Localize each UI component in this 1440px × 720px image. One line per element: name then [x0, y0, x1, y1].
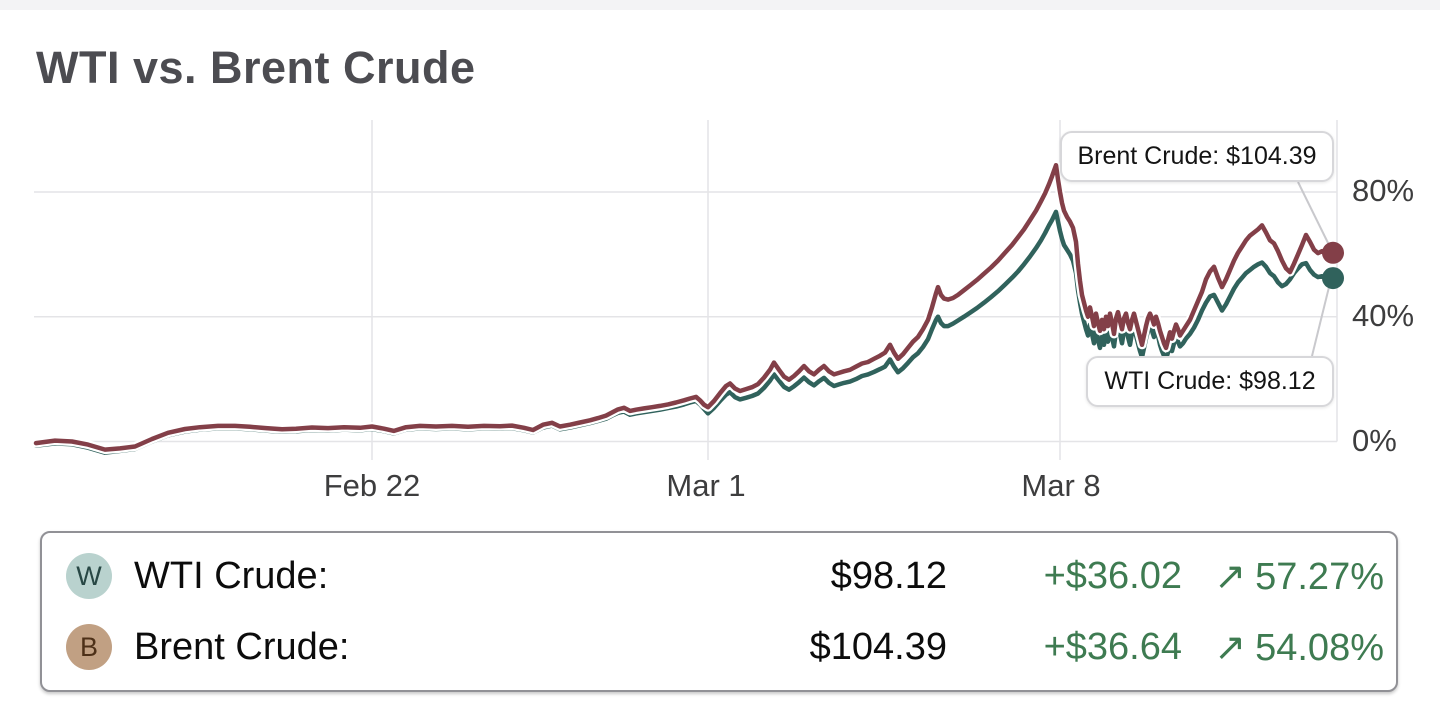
legend-row-wti: W WTI Crude: $98.12 +$36.02 ↗ 57.27%: [66, 545, 1384, 607]
wti-price: $98.12: [830, 554, 947, 597]
brent-callout: Brent Crude: $104.39: [1060, 131, 1334, 182]
brent-series-name: Brent Crude:: [134, 625, 350, 668]
brent-price: $104.39: [809, 625, 947, 668]
up-right-arrow-icon: ↗: [1214, 555, 1247, 598]
brent-percent-value: 54.08%: [1255, 626, 1384, 669]
wti-change: +$36.02: [1043, 554, 1182, 597]
y-axis-tick-40: 40%: [1352, 298, 1415, 333]
top-strip: [0, 0, 1440, 10]
y-axis-tick-0: 0%: [1352, 423, 1397, 458]
up-right-arrow-icon: ↗: [1214, 626, 1247, 669]
x-axis-tick-mar8: Mar 8: [1021, 468, 1101, 503]
x-axis-tick-mar1: Mar 1: [666, 468, 746, 503]
brent-badge-icon: B: [66, 624, 112, 670]
wti-callout: WTI Crude: $98.12: [1086, 356, 1334, 407]
wti-badge-icon: W: [66, 553, 112, 599]
brent-change: +$36.64: [1043, 625, 1182, 668]
wti-percent-value: 57.27%: [1255, 555, 1384, 598]
legend-row-brent: B Brent Crude: $104.39 +$36.64 ↗ 54.08%: [66, 616, 1384, 678]
page-title: WTI vs. Brent Crude: [36, 42, 476, 93]
wti-callout-text: WTI Crude: $98.12: [1104, 367, 1316, 395]
wti-series-name: WTI Crude:: [134, 554, 329, 597]
summary-card: W WTI Crude: $98.12 +$36.02 ↗ 57.27% B Br…: [40, 531, 1398, 692]
x-axis-tick-feb22: Feb 22: [323, 468, 421, 503]
brent-callout-text: Brent Crude: $104.39: [1077, 142, 1317, 170]
y-axis-tick-80: 80%: [1352, 173, 1415, 208]
wti-percent: ↗ 57.27%: [1182, 554, 1384, 599]
brent-percent: ↗ 54.08%: [1182, 625, 1384, 670]
